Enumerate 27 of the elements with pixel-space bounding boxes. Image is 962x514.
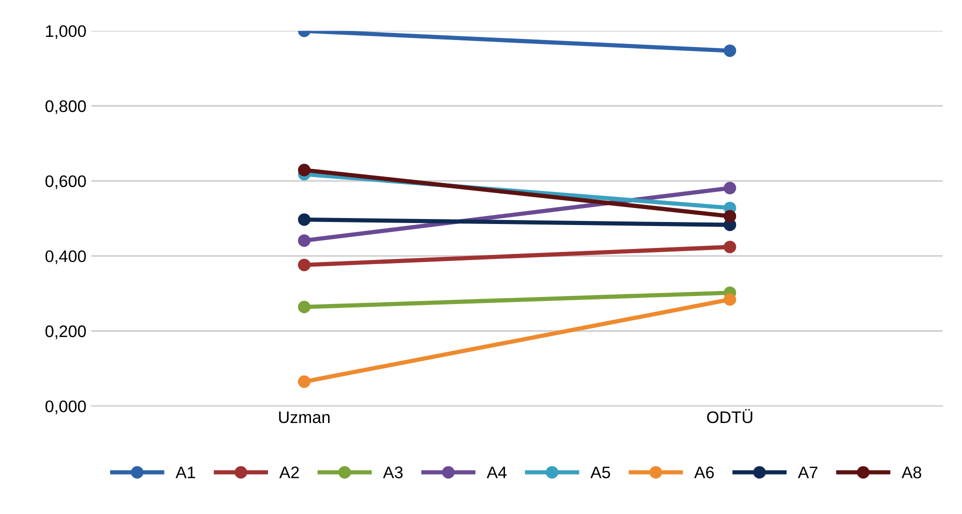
point	[298, 300, 310, 314]
x-tick-label: ODTÜ	[707, 409, 752, 424]
legend-label: A2	[279, 466, 299, 478]
y-tick-label: 0,000	[45, 400, 86, 414]
legend-label: A1	[176, 466, 196, 478]
point	[298, 213, 310, 226]
legend-label: A8	[902, 466, 922, 478]
point	[298, 164, 310, 176]
point	[298, 258, 310, 272]
point	[298, 375, 310, 388]
y-tick-label: 0,800	[45, 100, 86, 114]
legend-label: A3	[383, 466, 403, 478]
point	[724, 182, 736, 194]
x-tick-label: Uzman	[279, 412, 330, 424]
point	[724, 293, 736, 306]
point	[724, 44, 736, 57]
legend-label: A7	[798, 466, 818, 478]
legend-label: A6	[694, 466, 714, 478]
y-tick-label: 0,200	[45, 325, 86, 340]
legend-label: A4	[486, 466, 507, 478]
y-tick-label: 1,000	[46, 25, 86, 40]
legend-label: A5	[590, 466, 610, 478]
y-tick-label: 0,600	[45, 175, 86, 190]
point	[724, 210, 736, 222]
point	[298, 234, 310, 247]
y-tick-label: 0,400	[45, 250, 86, 264]
point	[724, 240, 736, 254]
